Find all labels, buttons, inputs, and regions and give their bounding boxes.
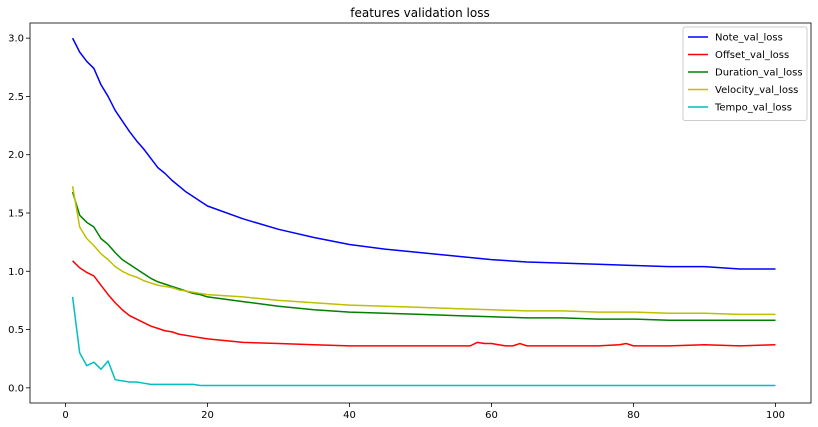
x-tick-label: 80 [627,410,640,421]
legend-label: Note_val_loss [715,33,783,44]
x-tick-label: 60 [485,410,498,421]
legend-label: Tempo_val_loss [714,103,792,114]
x-tick-label: 100 [766,410,785,421]
legend-box [682,26,808,121]
y-tick-label: 0.5 [8,325,24,336]
legend-label: Duration_val_loss [715,68,803,79]
y-tick-label: 0.0 [8,383,24,394]
series-line-offset-val-loss [72,260,776,347]
series-line-velocity-val-loss [71,186,776,316]
x-tick-label: 20 [201,410,214,421]
series-line-tempo-val-loss [71,296,776,387]
y-axis: 0.0 0.5 1.0 1.5 2.0 2.5 3.0 [8,34,30,394]
y-tick-label: 2.5 [8,92,24,103]
series-lines [71,37,776,387]
x-axis: 0 20 40 60 80 100 [62,403,785,421]
y-tick-label: 1.5 [8,209,24,220]
x-tick-label: 0 [62,410,68,421]
y-tick-label: 3.0 [8,34,24,45]
series-line-duration-val-loss [71,191,776,321]
y-tick-label: 2.0 [8,150,24,161]
legend: Note_val_loss Offset_val_loss Duration_val… [682,26,808,121]
legend-label: Velocity_val_loss [715,85,798,96]
x-tick-label: 40 [343,410,356,421]
chart-title: features validation loss [350,6,489,20]
y-tick-label: 1.0 [8,267,24,278]
legend-label: Offset_val_loss [715,50,789,61]
plot-area [29,22,812,404]
series-line-note-val-loss [71,37,776,270]
